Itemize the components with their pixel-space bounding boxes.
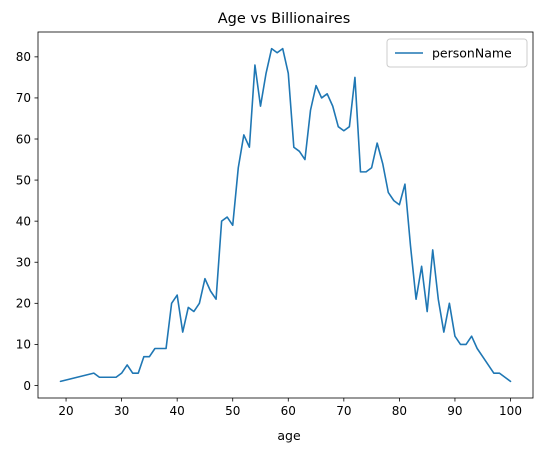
x-tick-label: 50 <box>225 404 240 418</box>
y-tick-label: 60 <box>16 132 31 146</box>
x-tick-label: 70 <box>336 404 351 418</box>
x-tick-label: 40 <box>170 404 185 418</box>
chart-title: Age vs Billionaires <box>218 11 351 27</box>
y-tick-label: 30 <box>16 256 31 270</box>
y-tick-label: 50 <box>16 173 31 187</box>
y-tick-label: 70 <box>16 91 31 105</box>
x-tick-label: 100 <box>499 404 522 418</box>
y-tick-label: 20 <box>16 297 31 311</box>
y-tick-label: 10 <box>16 338 31 352</box>
x-tick-label: 30 <box>114 404 129 418</box>
y-tick-label: 80 <box>16 50 31 64</box>
y-tick-label: 40 <box>16 214 31 228</box>
x-tick-label: 20 <box>58 404 73 418</box>
x-tick-label: 80 <box>392 404 407 418</box>
x-tick-label: 60 <box>281 404 296 418</box>
x-tick-label: 90 <box>447 404 462 418</box>
y-tick-label: 0 <box>23 379 31 393</box>
legend: personName <box>387 39 527 67</box>
x-axis-label: age <box>277 428 301 443</box>
legend-label: personName <box>432 46 512 61</box>
